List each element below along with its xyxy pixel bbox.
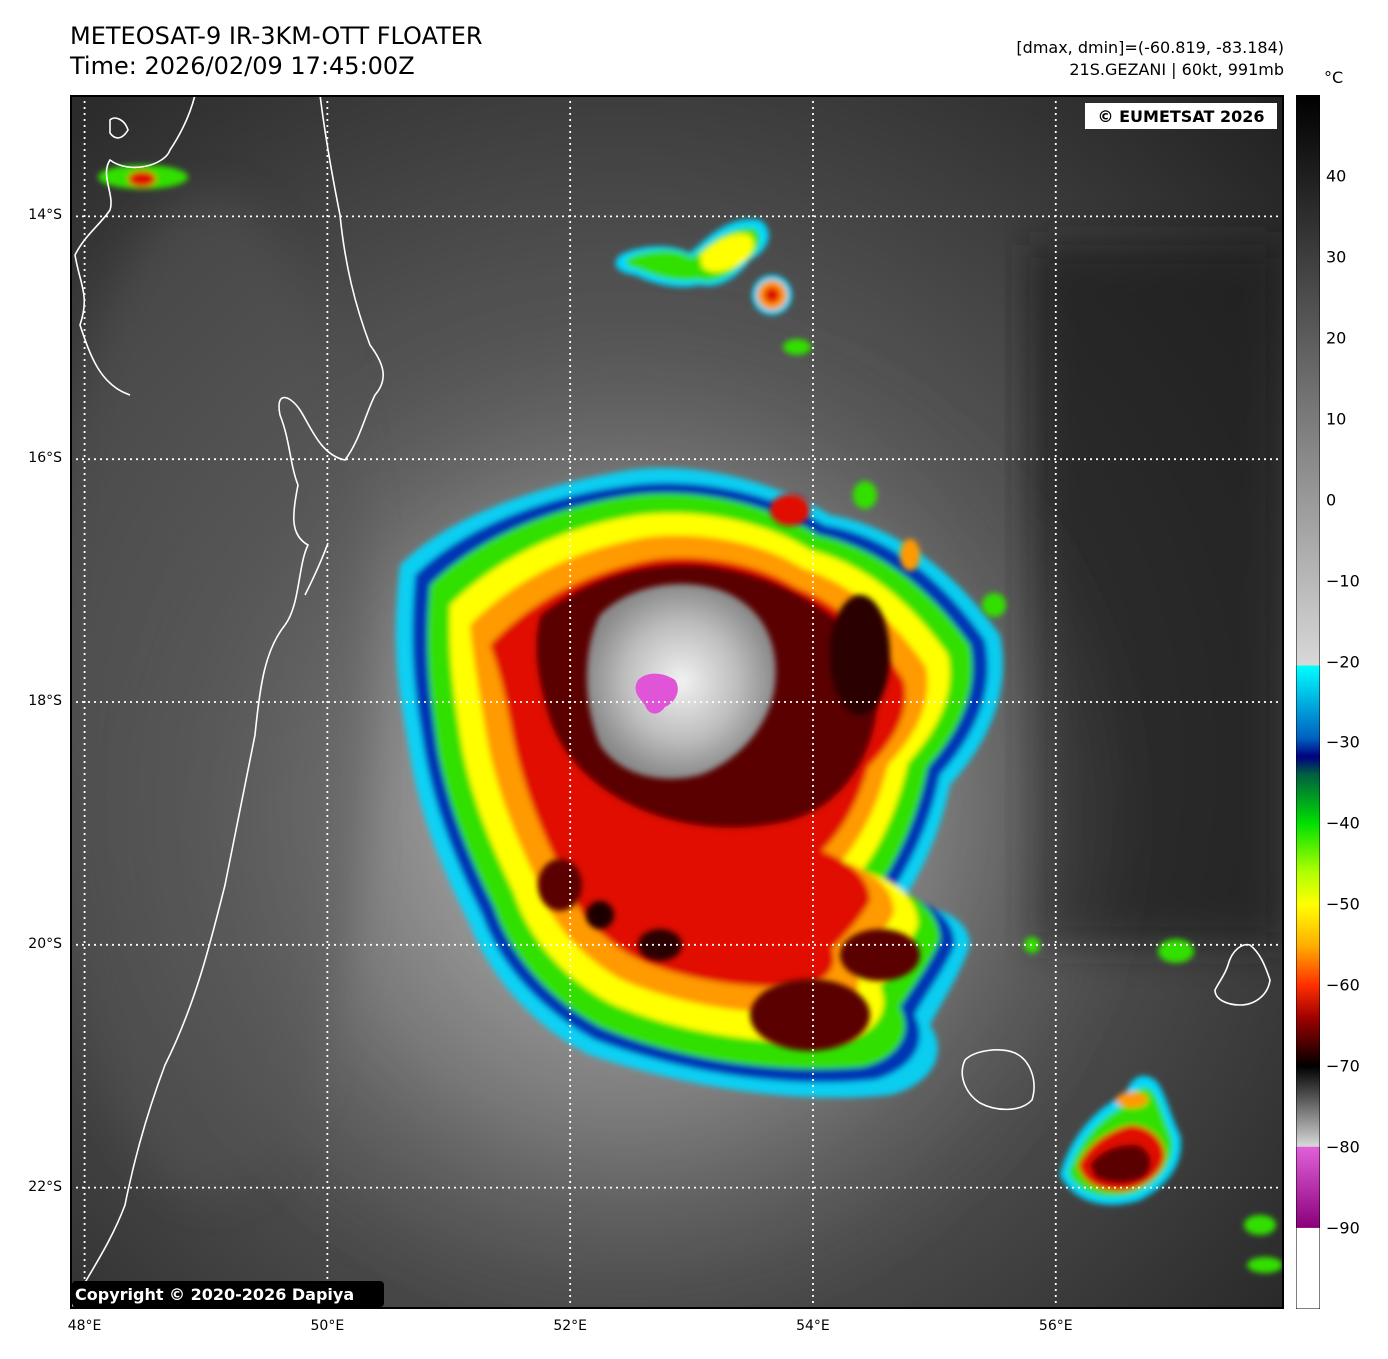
longitude-label: 56°E [1038, 1318, 1073, 1334]
colorbar-tick-label: −20 [1326, 652, 1360, 672]
southeast-convection [1060, 1075, 1283, 1273]
copyright-label-box: Copyright © 2020-2026 Dapiya [72, 1281, 384, 1307]
longitude-label: 54°E [796, 1318, 830, 1334]
coastlines [70, 95, 1271, 1309]
reunion-coast [961, 1049, 1035, 1111]
graticule [70, 95, 1284, 1309]
longitude-label: 52°E [553, 1318, 587, 1334]
eumetsat-label: © EUMETSAT 2026 [1098, 107, 1265, 126]
dmax-dmin-readout: [dmax, dmin]=(-60.819, -83.184) [1016, 38, 1284, 57]
latitude-label: 14°S [28, 207, 62, 224]
colorbar-tick-label: −80 [1326, 1137, 1360, 1157]
colorbar-tick-label: −40 [1326, 813, 1360, 833]
longitude-label: 48°E [67, 1318, 102, 1334]
timestamp: Time: 2026/02/09 17:45:00Z [70, 52, 415, 80]
cyclone-eye [586, 583, 776, 779]
colorbar-unit: °C [1324, 68, 1344, 87]
colorbar-tick-label: 20 [1326, 328, 1347, 348]
colorbar-tick-label: −70 [1326, 1056, 1360, 1076]
latitude-label: 20°S [28, 935, 62, 952]
latitude-label: 16°S [28, 450, 62, 467]
colorbar-tick-label: 30 [1326, 247, 1347, 267]
isolated-convection [98, 165, 1194, 963]
eumetsat-label-box: © EUMETSAT 2026 [1085, 103, 1277, 129]
madagascar-coast [70, 95, 384, 1309]
chart-title: METEOSAT-9 IR-3KM-OTT FLOATER [70, 22, 483, 50]
colorbar-tick-label: −60 [1326, 975, 1360, 995]
latitude-label: 22°S [28, 1178, 62, 1195]
copyright-label: Copyright © 2020-2026 Dapiya [75, 1285, 354, 1304]
colorbar-tick-label: −50 [1326, 894, 1360, 914]
temperature-colorbar [1296, 95, 1320, 1309]
colorbar-tick-label: −30 [1326, 732, 1360, 752]
colorbar-tick-label: 40 [1326, 166, 1347, 186]
colorbar-tick-label: 0 [1326, 490, 1337, 510]
storm-info: 21S.GEZANI | 60kt, 991mb [1069, 60, 1284, 79]
colorbar-tick-label: −10 [1326, 571, 1360, 591]
colorbar-tick-label: 10 [1326, 409, 1347, 429]
colorbar-tick-label: −90 [1326, 1218, 1360, 1238]
satellite-map: © EUMETSAT 2026 Copyright © 2020-2026 Da… [70, 95, 1284, 1309]
longitude-label: 50°E [310, 1318, 345, 1334]
latitude-label: 18°S [28, 693, 62, 709]
